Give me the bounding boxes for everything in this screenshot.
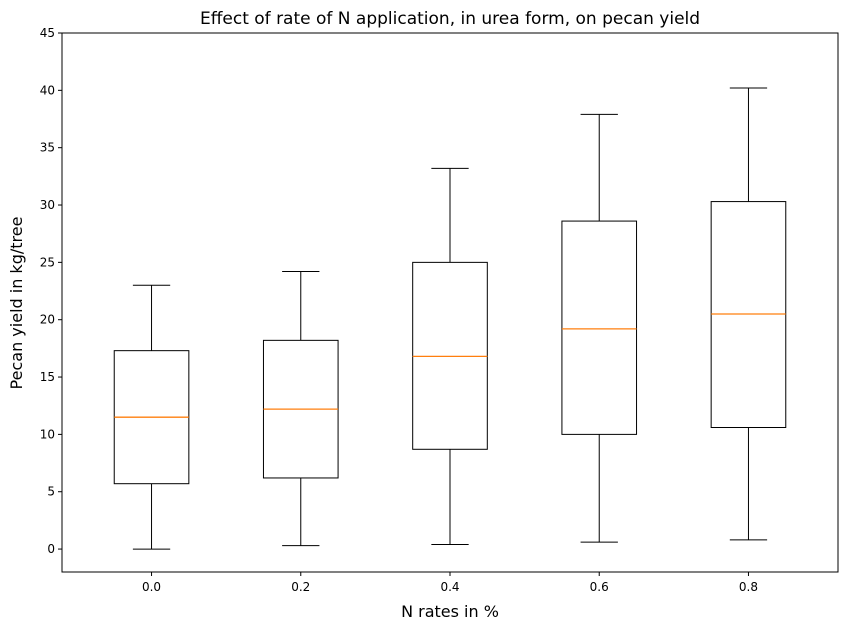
chart-title: Effect of rate of N application, in urea… [200, 9, 700, 29]
box-0.8 [710, 87, 787, 541]
y-tick-label: 20 [40, 313, 55, 327]
x-tick-label: 0.2 [291, 580, 310, 594]
y-axis: 0 5 10 15 20 25 30 35 40 45 [40, 26, 62, 556]
x-axis-label: N rates in % [401, 602, 499, 621]
y-tick-label: 0 [47, 542, 55, 556]
box-0.4 [412, 167, 488, 545]
box-0.2 [262, 271, 339, 547]
iqr-box [561, 220, 638, 435]
y-axis-label: Pecan yield in kg/tree [7, 217, 26, 390]
y-tick-label: 30 [40, 198, 55, 212]
y-tick-label: 35 [40, 141, 55, 155]
y-tick-label: 10 [40, 427, 55, 441]
y-tick-label: 25 [40, 255, 55, 269]
x-axis: 0.0 0.2 0.4 0.6 0.8 [142, 572, 758, 594]
plot-frame [61, 32, 839, 573]
plot-area [113, 87, 787, 550]
box-0.0 [113, 284, 190, 550]
y-tick-label: 5 [47, 485, 55, 499]
x-tick-label: 0.6 [590, 580, 609, 594]
x-tick-label: 0.0 [142, 580, 161, 594]
y-tick-label: 40 [40, 83, 55, 97]
y-tick-label: 45 [40, 26, 55, 40]
box-0.6 [561, 113, 638, 543]
y-tick-label: 15 [40, 370, 55, 384]
x-tick-label: 0.4 [440, 580, 459, 594]
x-tick-label: 0.8 [739, 580, 758, 594]
